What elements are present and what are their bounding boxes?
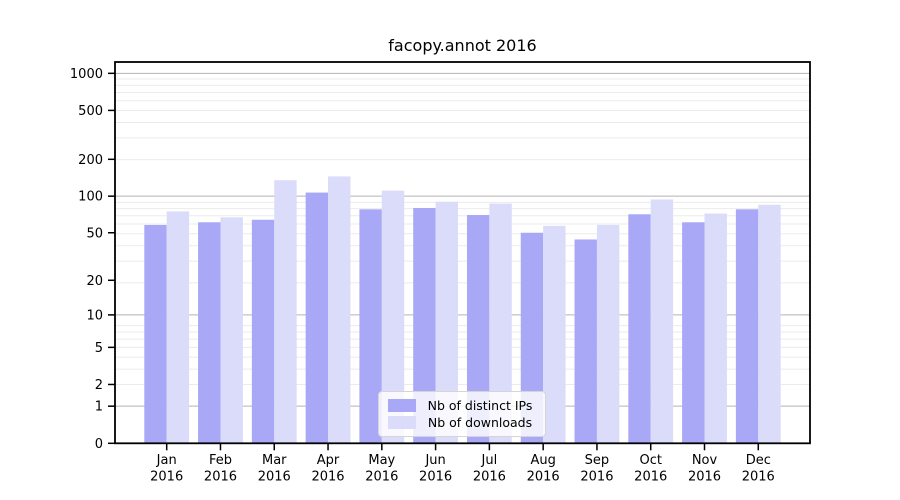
bar-downloads-apr bbox=[328, 176, 351, 444]
legend-label-downloads: Nb of downloads bbox=[427, 415, 533, 430]
bar-downloads-mar bbox=[274, 180, 297, 444]
bar-ips-sep bbox=[574, 239, 597, 444]
y-tick-label: 20 bbox=[86, 274, 103, 289]
x-tick-label: Apr 2016 bbox=[311, 453, 344, 485]
bar-ips-aug bbox=[520, 232, 544, 444]
legend-item-distinct-ips: Nb of distinct IPs bbox=[388, 397, 535, 414]
bar-downloads-jun bbox=[435, 201, 458, 444]
bar-ips-oct bbox=[628, 214, 651, 444]
y-tick-label: 100 bbox=[78, 190, 103, 205]
x-tick-label: Feb 2016 bbox=[204, 453, 237, 485]
bar-ips-apr bbox=[305, 192, 329, 444]
y-tick-label: 0 bbox=[95, 437, 103, 452]
legend-swatch-ips-icon bbox=[388, 399, 416, 412]
bar-ips-jan bbox=[144, 224, 167, 444]
legend-item-downloads: Nb of downloads bbox=[388, 414, 535, 431]
bar-ips-feb bbox=[198, 222, 221, 444]
chart-title: facopy.annot 2016 bbox=[388, 36, 537, 55]
bar-downloads-oct bbox=[650, 199, 674, 444]
bar-ips-may bbox=[359, 209, 382, 444]
bar-ips-jul bbox=[466, 215, 490, 444]
x-tick-label: May 2016 bbox=[365, 453, 398, 485]
y-tick-label: 1000 bbox=[70, 67, 103, 82]
x-tick-label: Nov 2016 bbox=[688, 453, 721, 485]
x-tick-label: Jan 2016 bbox=[150, 453, 183, 485]
x-tick-label: Dec 2016 bbox=[742, 453, 775, 485]
x-tick-label: Aug 2016 bbox=[527, 453, 560, 485]
plot-border bbox=[114, 61, 811, 445]
x-tick-label: Jun 2016 bbox=[419, 453, 452, 485]
y-tick-label: 50 bbox=[86, 226, 103, 241]
y-tick-label: 200 bbox=[78, 153, 103, 168]
x-tick-label: Sep 2016 bbox=[580, 453, 613, 485]
x-tick-label: Mar 2016 bbox=[258, 453, 291, 485]
legend-swatch-downloads-icon bbox=[388, 416, 416, 429]
bar-downloads-sep bbox=[596, 224, 620, 444]
bar-downloads-feb bbox=[220, 217, 243, 444]
bar-downloads-dec bbox=[758, 204, 781, 444]
bar-ips-mar bbox=[251, 219, 275, 444]
bar-downloads-aug bbox=[543, 225, 566, 444]
y-tick-label: 10 bbox=[86, 308, 103, 323]
y-tick-label: 5 bbox=[95, 341, 103, 356]
x-tick-label: Jul 2016 bbox=[473, 453, 506, 485]
bar-downloads-jan bbox=[166, 211, 190, 444]
legend-label-distinct-ips: Nb of distinct IPs bbox=[427, 398, 533, 413]
y-tick-label: 1 bbox=[95, 400, 103, 415]
x-tick-label: Oct 2016 bbox=[634, 453, 667, 485]
bar-downloads-jul bbox=[489, 203, 512, 444]
bar-downloads-nov bbox=[704, 213, 727, 444]
legend: Nb of distinct IPs Nb of downloads bbox=[378, 391, 546, 437]
bar-ips-nov bbox=[682, 222, 705, 444]
y-tick-label: 2 bbox=[95, 378, 103, 393]
bar-ips-dec bbox=[735, 209, 759, 444]
bar-downloads-may bbox=[381, 190, 405, 444]
bar-ips-jun bbox=[413, 207, 436, 444]
y-tick-label: 500 bbox=[78, 104, 103, 119]
